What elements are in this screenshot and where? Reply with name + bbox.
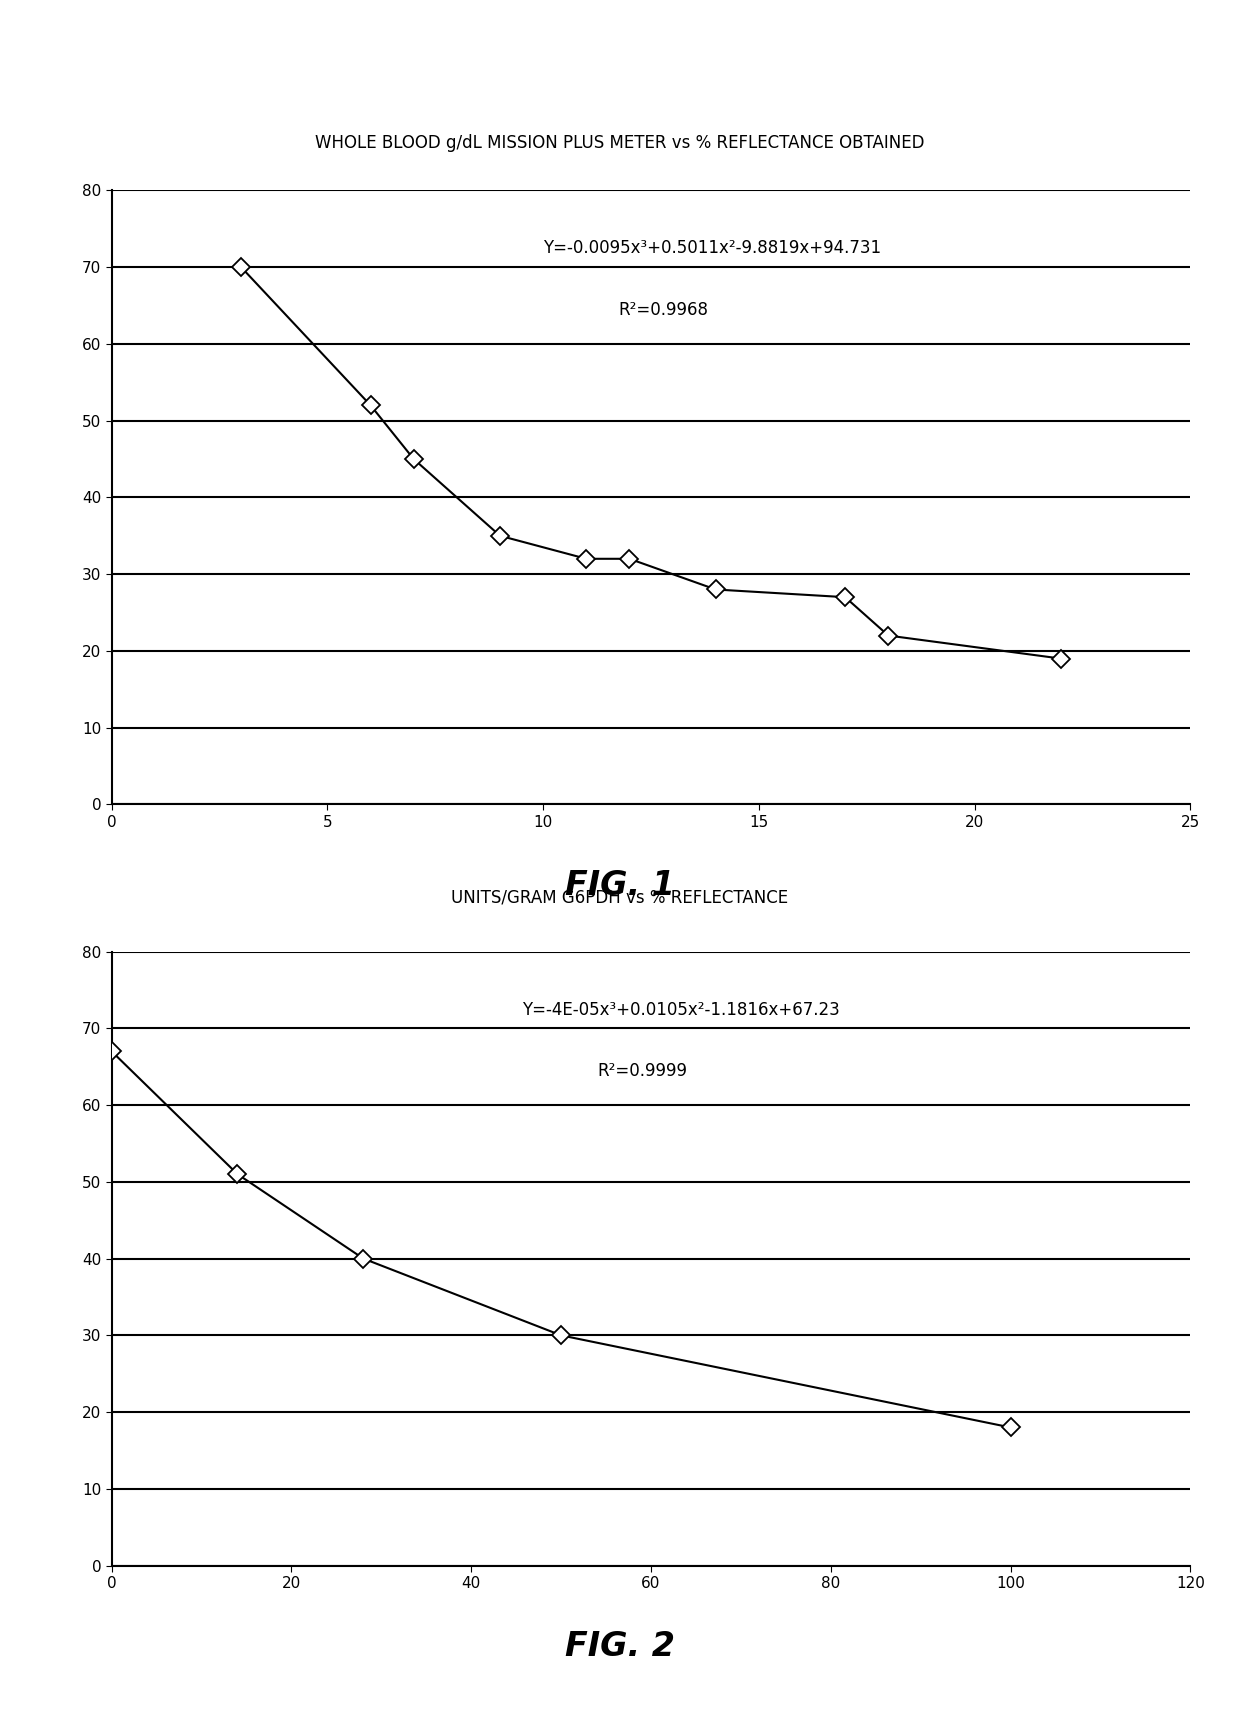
Text: WHOLE BLOOD g/dL MISSION PLUS METER vs % REFLECTANCE OBTAINED: WHOLE BLOOD g/dL MISSION PLUS METER vs %… bbox=[315, 135, 925, 152]
Text: FIG. 2: FIG. 2 bbox=[565, 1630, 675, 1664]
Text: UNITS/GRAM G6PDH vs % REFLECTANCE: UNITS/GRAM G6PDH vs % REFLECTANCE bbox=[451, 889, 789, 907]
Text: FIG. 1: FIG. 1 bbox=[565, 868, 675, 903]
Text: R²=0.9999: R²=0.9999 bbox=[596, 1062, 687, 1080]
Text: Y=-4E-05x³+0.0105x²-1.1816x+67.23: Y=-4E-05x³+0.0105x²-1.1816x+67.23 bbox=[522, 1000, 839, 1019]
Text: Y=-0.0095x³+0.5011x²-9.8819x+94.731: Y=-0.0095x³+0.5011x²-9.8819x+94.731 bbox=[543, 239, 882, 258]
Text: R²=0.9968: R²=0.9968 bbox=[619, 301, 708, 318]
